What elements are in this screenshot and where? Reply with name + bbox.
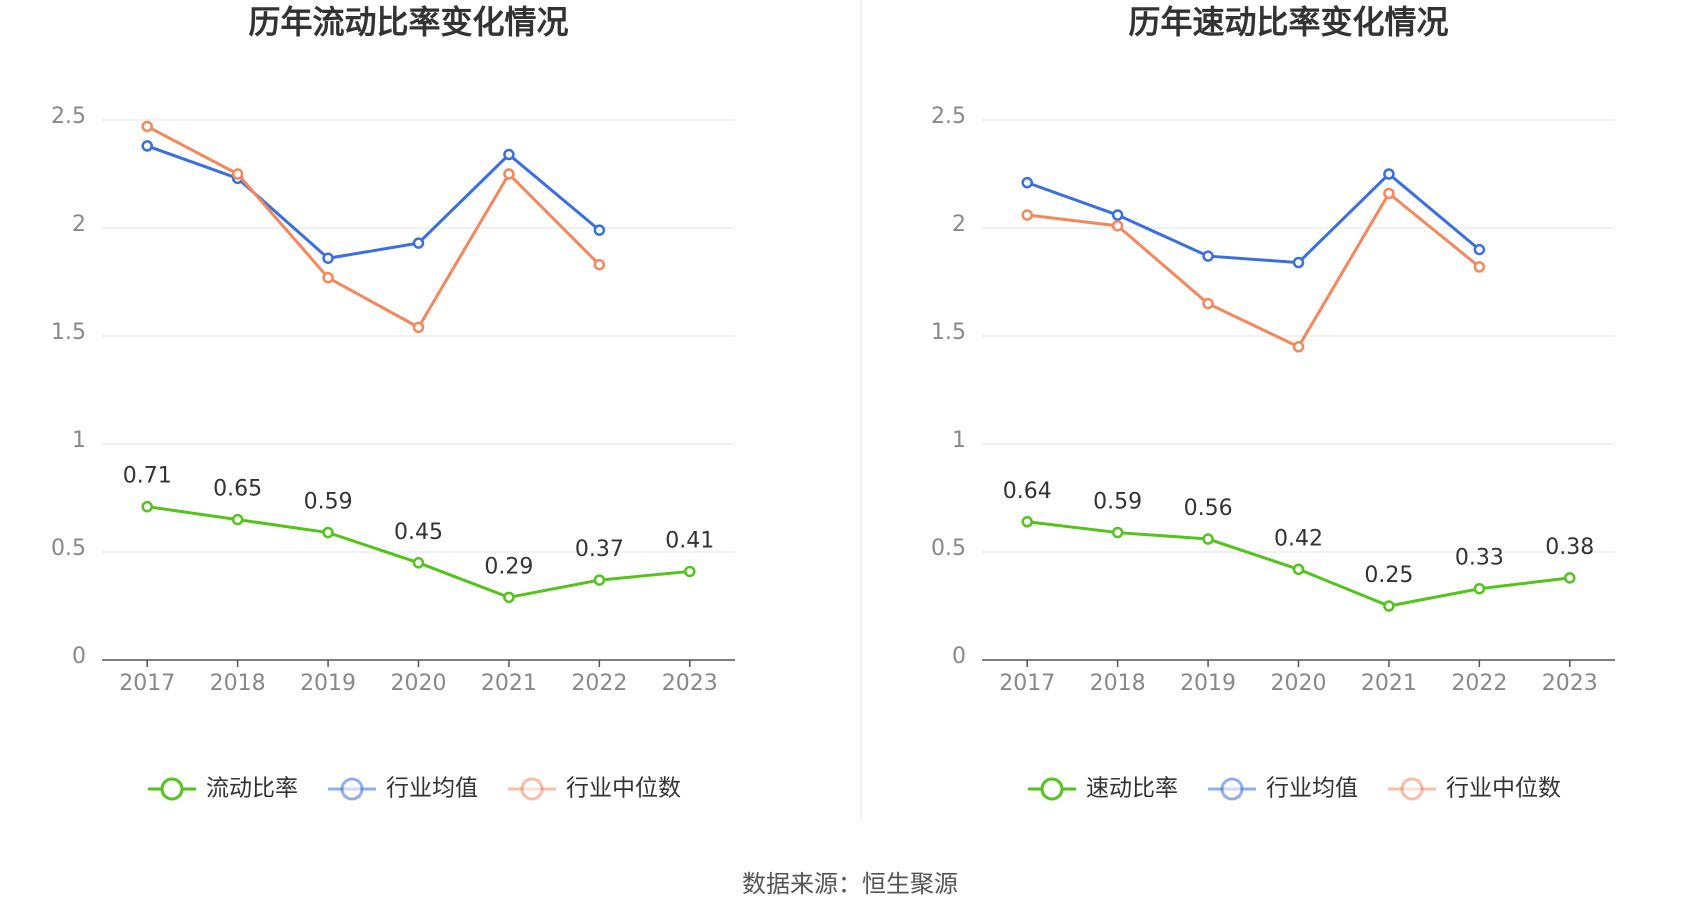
y-tick-label: 2.5 [51, 104, 86, 129]
x-tick-label: 2017 [119, 671, 175, 696]
legend-label: 流动比率 [206, 776, 298, 802]
point [1111, 209, 1124, 221]
point [1202, 533, 1214, 545]
x-tick-label: 2021 [481, 671, 537, 696]
data-label: 0.33 [1455, 546, 1504, 571]
y-tick-label: 1.5 [51, 320, 86, 345]
x-tick-label: 2022 [571, 671, 627, 696]
point [1202, 250, 1214, 262]
data-label: 0.42 [1274, 526, 1323, 551]
legend-label: 行业中位数 [566, 776, 681, 802]
legend-label: 行业中位数 [1446, 776, 1561, 802]
x-tick-label: 2017 [999, 671, 1055, 696]
legend-marker [1040, 777, 1064, 801]
y-tick-label: 0.5 [51, 536, 86, 561]
y-tick-label: 1 [72, 428, 86, 453]
point [1292, 256, 1305, 269]
point [503, 168, 515, 180]
point [1564, 572, 1576, 584]
point [1292, 341, 1305, 353]
data-label: 0.45 [394, 520, 443, 545]
y-tick-label: 0 [72, 644, 86, 669]
point [1473, 261, 1486, 273]
point [503, 591, 515, 604]
data-label: 0.64 [1003, 479, 1052, 504]
legend-label: 行业均值 [1266, 776, 1358, 802]
y-tick-label: 1.5 [931, 320, 966, 345]
data-label: 0.37 [575, 537, 624, 562]
x-tick-label: 2019 [300, 671, 356, 696]
point [593, 574, 606, 586]
point [1111, 526, 1124, 539]
point [1473, 243, 1486, 256]
y-tick-label: 2 [72, 212, 86, 237]
data-label: 0.71 [123, 464, 172, 489]
point [1383, 187, 1395, 200]
point [593, 224, 606, 236]
point [322, 252, 334, 264]
point [1021, 176, 1033, 189]
legend-marker [1220, 777, 1244, 801]
legend-label: 行业均值 [386, 776, 478, 802]
x-tick-label: 2023 [1542, 671, 1598, 696]
x-tick-label: 2021 [1361, 671, 1417, 696]
data-label: 0.29 [484, 554, 533, 579]
point [231, 168, 244, 180]
point [141, 120, 153, 133]
y-tick-label: 0 [952, 644, 966, 669]
x-tick-label: 2022 [1451, 671, 1507, 696]
legend-marker [520, 777, 544, 801]
point [1473, 582, 1486, 595]
chart-title: 历年速动比率变化情况 [1128, 3, 1448, 41]
y-tick-label: 1 [952, 428, 966, 453]
data-label: 0.59 [304, 490, 353, 515]
point [412, 237, 425, 249]
point [593, 258, 606, 271]
legend-marker [160, 777, 184, 801]
data-label: 0.56 [1184, 496, 1233, 521]
x-tick-label: 2018 [1090, 671, 1146, 696]
y-tick-label: 0.5 [931, 536, 966, 561]
point [684, 565, 696, 578]
point [412, 557, 425, 569]
series-line [1026, 171, 1481, 265]
series-line [1027, 191, 1481, 349]
point [1021, 209, 1033, 221]
data-label: 0.38 [1545, 535, 1594, 560]
source-note: 数据来源：恒生聚源 [742, 870, 958, 898]
point [231, 513, 244, 526]
point [1202, 297, 1214, 310]
data-label: 0.25 [1364, 563, 1413, 588]
chart-title: 历年流动比率变化情况 [248, 3, 568, 41]
legend-marker [1400, 777, 1424, 801]
x-tick-label: 2018 [210, 671, 266, 696]
y-tick-label: 2.5 [931, 104, 966, 129]
point [1383, 600, 1395, 612]
y-tick-label: 2 [952, 212, 966, 237]
point [322, 526, 334, 539]
data-label: 0.59 [1093, 490, 1142, 515]
legend-marker [340, 777, 364, 801]
x-tick-label: 2023 [662, 671, 718, 696]
point [1111, 220, 1124, 232]
data-label: 0.65 [213, 477, 262, 502]
x-tick-label: 2020 [391, 671, 447, 696]
point [503, 148, 515, 161]
series-line [146, 144, 601, 260]
series-line [146, 125, 601, 330]
data-label: 0.41 [665, 528, 714, 553]
point [322, 271, 334, 284]
point [141, 140, 153, 152]
x-tick-label: 2020 [1271, 671, 1327, 696]
point [1021, 516, 1033, 528]
x-tick-label: 2019 [1180, 671, 1236, 696]
point [141, 500, 153, 513]
point [412, 321, 425, 334]
legend-label: 速动比率 [1086, 776, 1178, 802]
point [1292, 563, 1305, 576]
point [1383, 168, 1395, 180]
